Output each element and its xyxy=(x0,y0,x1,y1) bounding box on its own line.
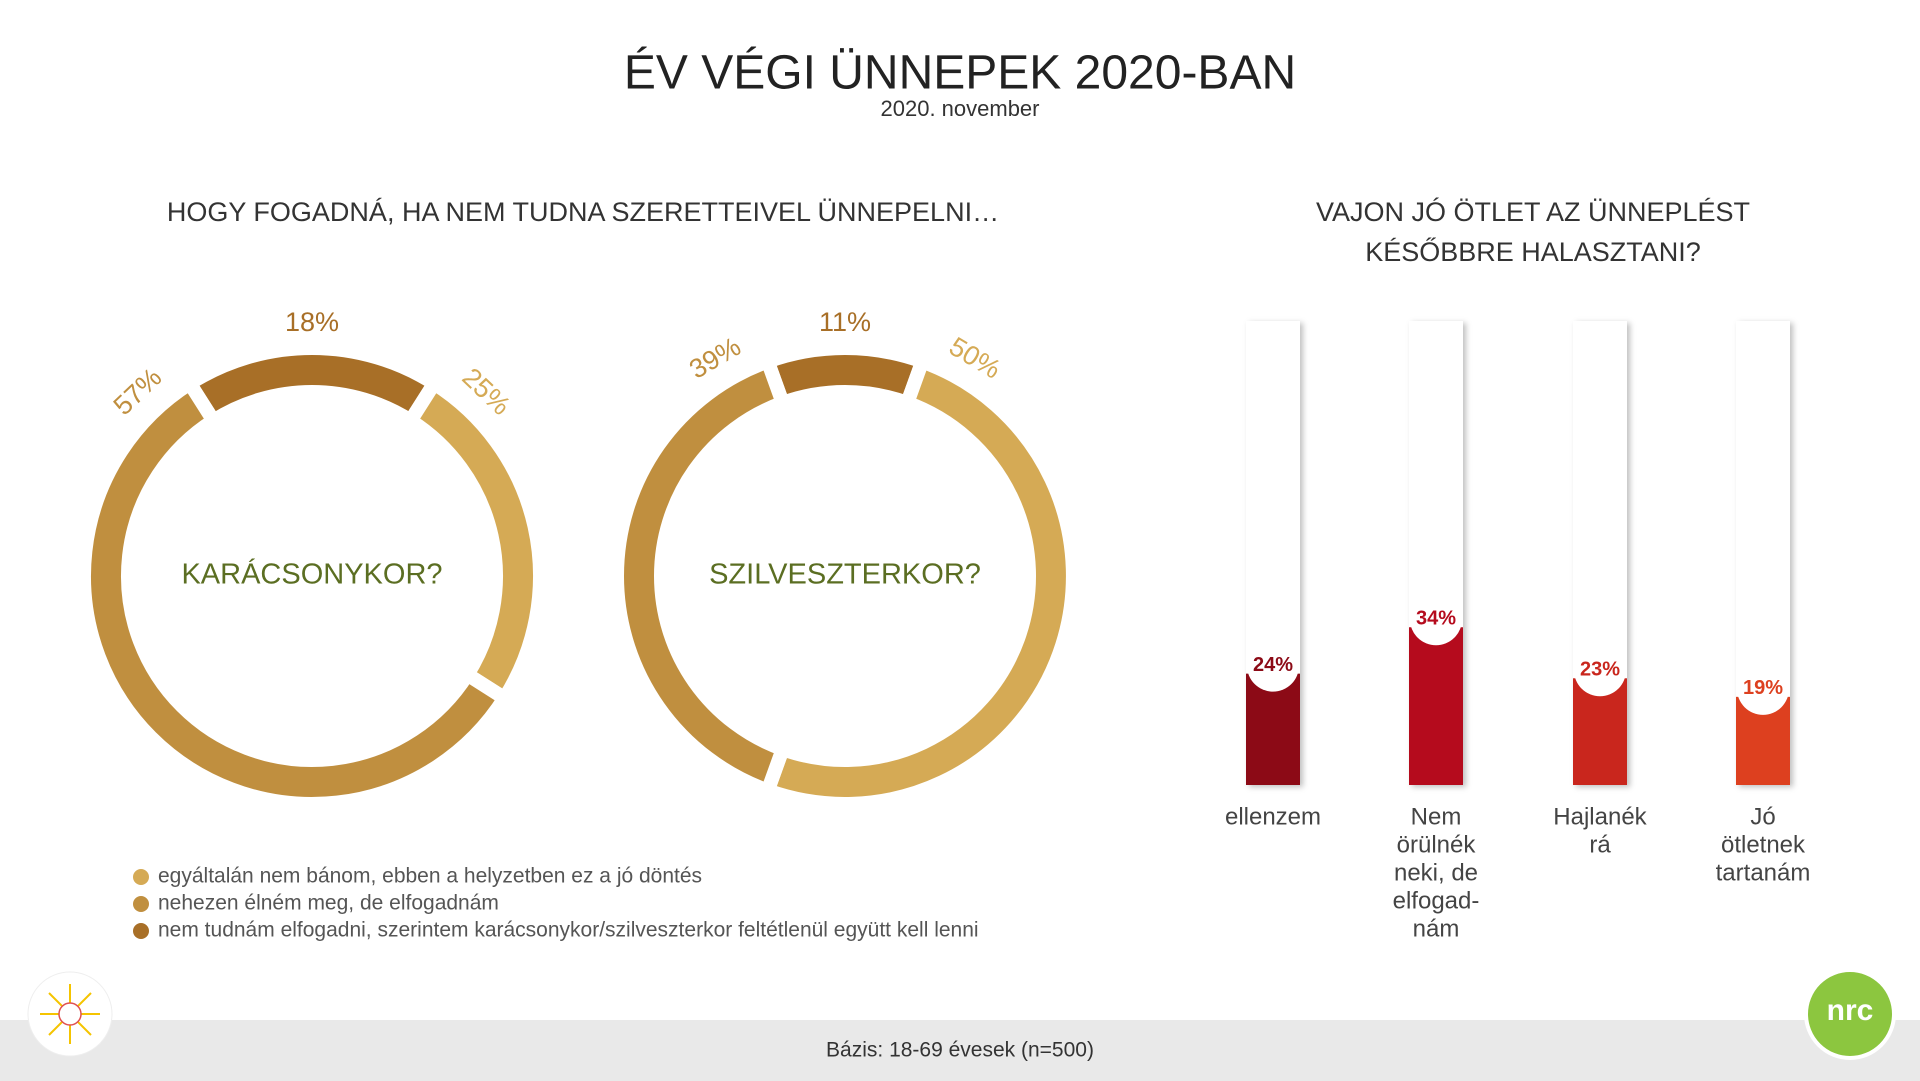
x-tick-label: Hajlanék xyxy=(1553,803,1647,830)
data-label: 18% xyxy=(285,307,339,337)
section-heading: HOGY FOGADNÁ, HA NEM TUDNA SZERETTEIVEL … xyxy=(167,197,999,227)
legend-swatch xyxy=(133,923,149,939)
legend-swatch xyxy=(133,869,149,885)
x-tick-label: neki, de xyxy=(1394,859,1478,886)
bar xyxy=(1409,627,1463,785)
legend-swatch xyxy=(133,896,149,912)
data-label: 24% xyxy=(1253,654,1293,676)
subtitle: 2020. november xyxy=(881,96,1040,121)
label-bubble xyxy=(1410,593,1462,646)
donut-center-label: KARÁCSONYKOR? xyxy=(181,558,442,591)
x-tick-label: Jó xyxy=(1750,803,1775,830)
x-tick-label: tartanám xyxy=(1716,859,1811,886)
right-logo: nrc xyxy=(1804,968,1896,1060)
data-label: 11% xyxy=(819,307,871,337)
x-tick-label: ötletnek xyxy=(1721,831,1806,858)
legend-label: egyáltalán nem bánom, ebben a helyzetben… xyxy=(158,865,702,888)
logo-text: nrc xyxy=(1827,994,1874,1027)
label-bubble xyxy=(1247,639,1299,692)
x-tick-label: elfogad- xyxy=(1393,887,1480,914)
footer-note: Bázis: 18-69 évesek (n=500) xyxy=(826,1039,1094,1062)
label-bubble xyxy=(1574,644,1626,697)
data-label: 23% xyxy=(1580,659,1620,681)
title: ÉV VÉGI ÜNNEPEK 2020-BAN xyxy=(624,47,1296,100)
chart-title: KÉSŐBBRE HALASZTANI? xyxy=(1365,236,1701,267)
donut-segment xyxy=(77,373,515,811)
label-bubble xyxy=(1737,662,1789,715)
donut-segment xyxy=(610,352,792,800)
x-tick-label: Nem xyxy=(1411,803,1462,830)
donut-segment xyxy=(758,341,932,412)
bar xyxy=(1246,673,1300,785)
legend-label: nehezen élném meg, de elfogadnám xyxy=(158,892,499,915)
chart-title: VAJON JÓ ÖTLET AZ ÜNNEPLÉST xyxy=(1316,196,1750,227)
footer-band xyxy=(0,1020,1920,1081)
x-tick-label: ellenzem xyxy=(1225,803,1321,830)
data-label: 34% xyxy=(1416,608,1456,630)
data-label: 19% xyxy=(1743,677,1783,699)
donut-center-label: SZILVESZTERKOR? xyxy=(709,559,981,591)
x-tick-label: örülnék xyxy=(1397,831,1477,858)
x-tick-label: rá xyxy=(1589,831,1611,858)
legend-label: nem tudnám elfogadni, szerintem karácson… xyxy=(158,919,979,942)
x-tick-label: nám xyxy=(1413,915,1460,942)
left-logo xyxy=(27,971,113,1057)
